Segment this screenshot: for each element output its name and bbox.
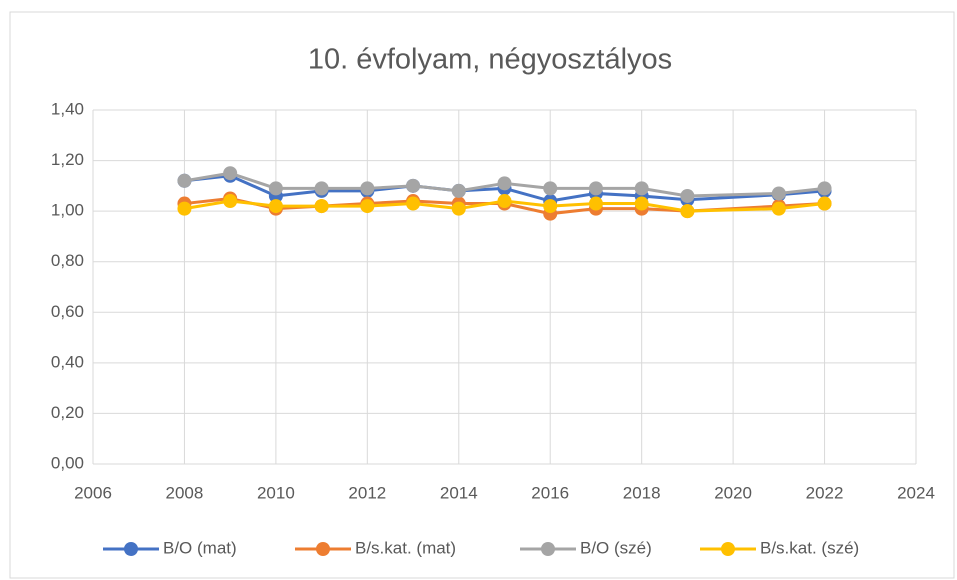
data-point xyxy=(588,196,603,211)
y-tick-label: 0,60 xyxy=(51,302,84,321)
x-tick-label: 2022 xyxy=(806,483,844,502)
y-tick-label: 1,20 xyxy=(51,150,84,169)
data-point xyxy=(314,199,329,214)
x-tick-label: 2024 xyxy=(897,483,935,502)
data-point xyxy=(497,194,512,209)
data-point xyxy=(177,201,192,216)
legend-marker xyxy=(721,542,735,556)
y-tick-label: 1,00 xyxy=(51,201,84,220)
data-point xyxy=(680,204,695,219)
series-line xyxy=(184,174,825,203)
data-point xyxy=(406,196,421,211)
legend-label: B/s.kat. (szé) xyxy=(760,538,859,557)
x-tick-label: 2008 xyxy=(166,483,204,502)
data-point xyxy=(771,201,786,216)
data-point xyxy=(817,196,832,211)
series-line xyxy=(184,171,825,198)
y-tick-label: 0,40 xyxy=(51,352,84,371)
chart-title: 10. évfolyam, négyosztályos xyxy=(308,44,672,76)
data-point xyxy=(451,201,466,216)
legend-marker xyxy=(316,542,330,556)
data-point xyxy=(680,188,695,203)
y-tick-label: 0,00 xyxy=(51,453,84,472)
x-tick-label: 2018 xyxy=(623,483,661,502)
data-point xyxy=(360,199,375,214)
data-point xyxy=(223,194,238,209)
data-point xyxy=(771,186,786,201)
series-line xyxy=(184,199,825,213)
y-tick-label: 0,80 xyxy=(51,251,84,270)
data-point xyxy=(223,166,238,181)
data-point xyxy=(634,196,649,211)
x-tick-label: 2012 xyxy=(348,483,386,502)
legend-marker xyxy=(541,542,555,556)
y-tick-label: 1,40 xyxy=(51,99,84,118)
data-point xyxy=(268,181,283,196)
legend-label: B/O (szé) xyxy=(580,538,652,557)
x-tick-label: 2020 xyxy=(714,483,752,502)
data-point xyxy=(543,181,558,196)
legend-label: B/O (mat) xyxy=(163,538,237,557)
x-tick-label: 2006 xyxy=(74,483,112,502)
data-point xyxy=(634,181,649,196)
x-tick-label: 2010 xyxy=(257,483,295,502)
data-point xyxy=(497,176,512,191)
x-tick-label: 2014 xyxy=(440,483,478,502)
x-tick-label: 2016 xyxy=(531,483,569,502)
data-point xyxy=(268,199,283,214)
chart-border xyxy=(9,11,955,579)
data-point xyxy=(406,178,421,193)
data-point xyxy=(817,181,832,196)
data-point xyxy=(588,181,603,196)
y-tick-label: 0,20 xyxy=(51,403,84,422)
data-point xyxy=(451,183,466,198)
data-point xyxy=(177,173,192,188)
data-point xyxy=(543,199,558,214)
data-point xyxy=(314,181,329,196)
data-point xyxy=(360,181,375,196)
legend-marker xyxy=(124,542,138,556)
legend-label: B/s.kat. (mat) xyxy=(355,538,456,557)
